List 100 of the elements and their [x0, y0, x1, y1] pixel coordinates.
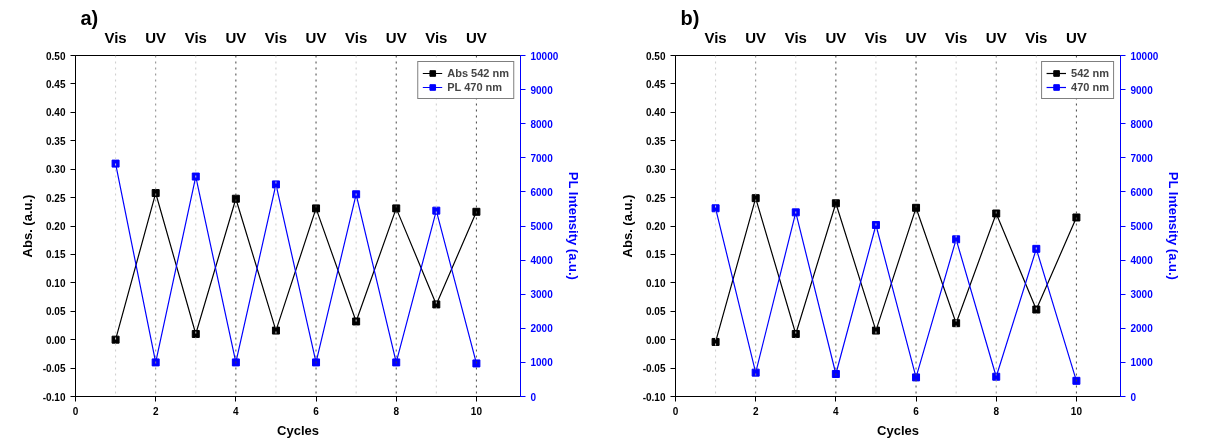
- point: [751, 368, 760, 377]
- y2-axis-title: PL Intensity (a.u.): [1166, 171, 1182, 280]
- legend-label: PL 470 nm: [447, 80, 503, 94]
- point: [472, 207, 481, 216]
- y-tick-label: 0.50: [646, 50, 666, 62]
- y-tick-label: 0.05: [646, 306, 666, 318]
- x-tick-label: 4: [233, 405, 240, 417]
- y2-tick-label: 0: [1130, 391, 1137, 403]
- y-axis-title: Abs. (a.u.): [619, 194, 635, 258]
- text: Vis: [945, 28, 968, 46]
- point: [711, 204, 720, 213]
- y-tick-label: 0.35: [646, 135, 666, 147]
- y-tick-label: 0.45: [646, 78, 666, 90]
- y2-tick-label: 8000: [530, 118, 554, 130]
- y-tick-label: 0.10: [46, 277, 66, 289]
- y2-tick-label: 4000: [1130, 255, 1154, 267]
- text: UV: [825, 28, 847, 46]
- point: [432, 206, 441, 215]
- x-tick-label: 8: [393, 405, 400, 417]
- y2-tick-label: 7000: [1130, 152, 1154, 164]
- y-tick-label: 0.25: [46, 192, 66, 204]
- y2-tick-label: 8000: [1130, 118, 1154, 130]
- point: [1032, 305, 1041, 314]
- text: Vis: [864, 28, 888, 46]
- point: [791, 329, 800, 338]
- y-tick-label: -0.10: [642, 391, 666, 403]
- y-tick-label: 0.45: [46, 78, 66, 90]
- y2-tick-label: 6000: [530, 186, 554, 198]
- y2-tick-label: 0: [530, 391, 537, 403]
- text: UV: [905, 28, 927, 46]
- point: [791, 208, 800, 217]
- text: Vis: [1025, 28, 1048, 46]
- x-tick-label: 10: [470, 405, 483, 417]
- point: [352, 317, 361, 326]
- y-tick-label: 0.10: [646, 277, 666, 289]
- x-tick-label: 2: [152, 405, 159, 417]
- y2-tick-label: 2000: [1130, 323, 1154, 335]
- y2-tick-label: 10000: [1130, 50, 1159, 62]
- legend-label: Abs 542 nm: [447, 66, 509, 80]
- x-tick-label: 0: [72, 405, 79, 417]
- text: Vis: [704, 28, 727, 46]
- x-axis-title: Cycles: [877, 422, 919, 438]
- y2-tick-label: 3000: [1130, 289, 1154, 301]
- text: Vis: [184, 28, 207, 46]
- point: [432, 300, 441, 309]
- chart-title: b): [680, 6, 700, 29]
- text: Vis: [345, 28, 368, 46]
- y-tick-label: 0.50: [46, 50, 66, 62]
- point: [992, 209, 1001, 218]
- point: [191, 172, 200, 181]
- y2-tick-label: 7000: [530, 152, 554, 164]
- y-tick-label: 0.30: [46, 164, 66, 176]
- point: [352, 190, 361, 199]
- y-tick-label: 0.25: [646, 192, 666, 204]
- y-tick-label: 0.15: [46, 249, 66, 261]
- point: [392, 358, 401, 367]
- point: [912, 203, 921, 212]
- y-tick-label: 0.30: [646, 164, 666, 176]
- y-tick-label: 0.00: [646, 334, 666, 346]
- y2-axis-title: PL Intensity (a.u.): [566, 171, 582, 280]
- y-tick-label: 0.00: [46, 334, 66, 346]
- text: UV: [985, 28, 1007, 46]
- text: UV: [745, 28, 767, 46]
- point: [151, 189, 160, 198]
- y-tick-label: 0.15: [646, 249, 666, 261]
- x-tick-label: 10: [1070, 405, 1083, 417]
- x-axis-title: Cycles: [277, 422, 319, 438]
- y-tick-label: -0.05: [42, 363, 66, 375]
- point: [111, 335, 120, 344]
- text: UV: [305, 28, 327, 46]
- x-tick-label: 6: [913, 405, 920, 417]
- y-tick-label: 0.35: [46, 135, 66, 147]
- point: [231, 358, 240, 367]
- y-tick-label: 0.40: [46, 107, 66, 119]
- point: [751, 194, 760, 203]
- point: [271, 180, 280, 189]
- y-tick-label: 0.40: [646, 107, 666, 119]
- y-axis-title: Abs. (a.u.): [19, 194, 35, 258]
- point: [871, 220, 880, 229]
- text: Vis: [104, 28, 127, 46]
- y-tick-label: -0.10: [42, 391, 66, 403]
- x-tick-label: 4: [833, 405, 840, 417]
- point: [111, 159, 120, 168]
- y2-tick-label: 10000: [530, 50, 559, 62]
- legend-label: 542 nm: [1071, 66, 1109, 80]
- y2-tick-label: 9000: [530, 84, 554, 96]
- point: [312, 204, 321, 213]
- x-tick-label: 0: [672, 405, 679, 417]
- x-tick-label: 2: [752, 405, 759, 417]
- point: [992, 372, 1001, 381]
- y-tick-label: 0.05: [46, 306, 66, 318]
- point: [191, 329, 200, 338]
- y2-tick-label: 9000: [1130, 84, 1154, 96]
- text: Vis: [784, 28, 807, 46]
- y2-tick-label: 2000: [530, 323, 554, 335]
- point: [1072, 376, 1081, 385]
- chart-title: a): [80, 6, 99, 29]
- point: [711, 337, 720, 346]
- y2-tick-label: 5000: [530, 221, 554, 232]
- text: Vis: [425, 28, 448, 46]
